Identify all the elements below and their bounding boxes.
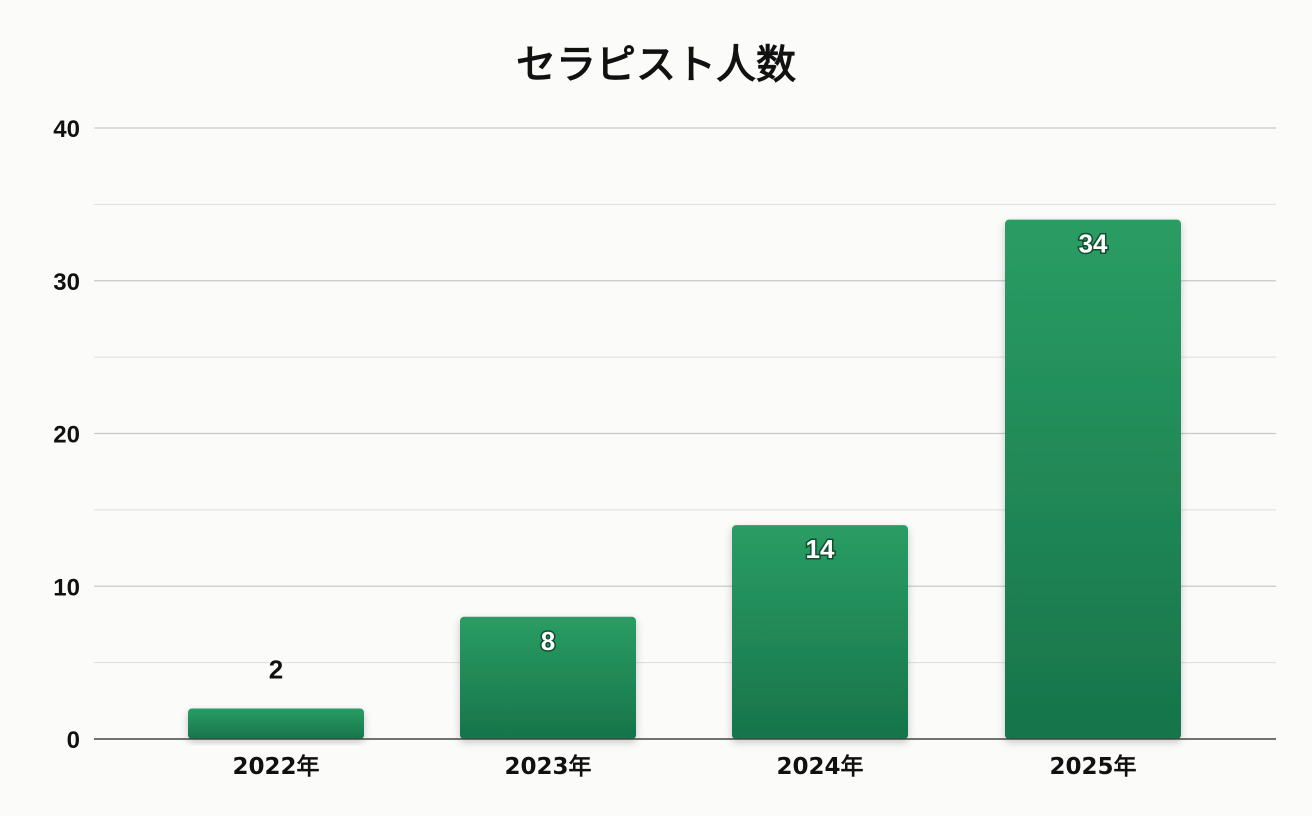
data-label: 8 xyxy=(541,626,555,656)
chart-title: セラピスト人数 xyxy=(516,42,796,88)
data-labels: 2 8 14 34 xyxy=(269,227,1110,684)
bar xyxy=(460,616,636,739)
bar xyxy=(1005,219,1181,739)
x-axis: 2022年 2023年 2024年 2025年 xyxy=(94,738,1276,780)
data-label: 14 xyxy=(806,534,835,564)
y-tick-label: 30 xyxy=(53,269,80,296)
bars xyxy=(188,219,1181,739)
x-tick-label: 2024年 xyxy=(776,753,863,780)
bar xyxy=(188,708,364,739)
y-axis: 0 10 20 30 40 xyxy=(53,116,80,754)
data-label: 2 xyxy=(269,654,283,684)
y-tick-label: 20 xyxy=(53,422,80,449)
y-tick-label: 0 xyxy=(67,727,80,754)
grid-lines xyxy=(94,127,1276,664)
x-tick-label: 2025年 xyxy=(1049,753,1136,780)
bar xyxy=(732,525,908,739)
data-label: 34 xyxy=(1079,229,1108,259)
y-tick-label: 10 xyxy=(53,574,80,601)
x-tick-label: 2023年 xyxy=(504,753,591,780)
y-tick-label: 40 xyxy=(53,116,80,143)
x-tick-label: 2022年 xyxy=(232,753,319,780)
